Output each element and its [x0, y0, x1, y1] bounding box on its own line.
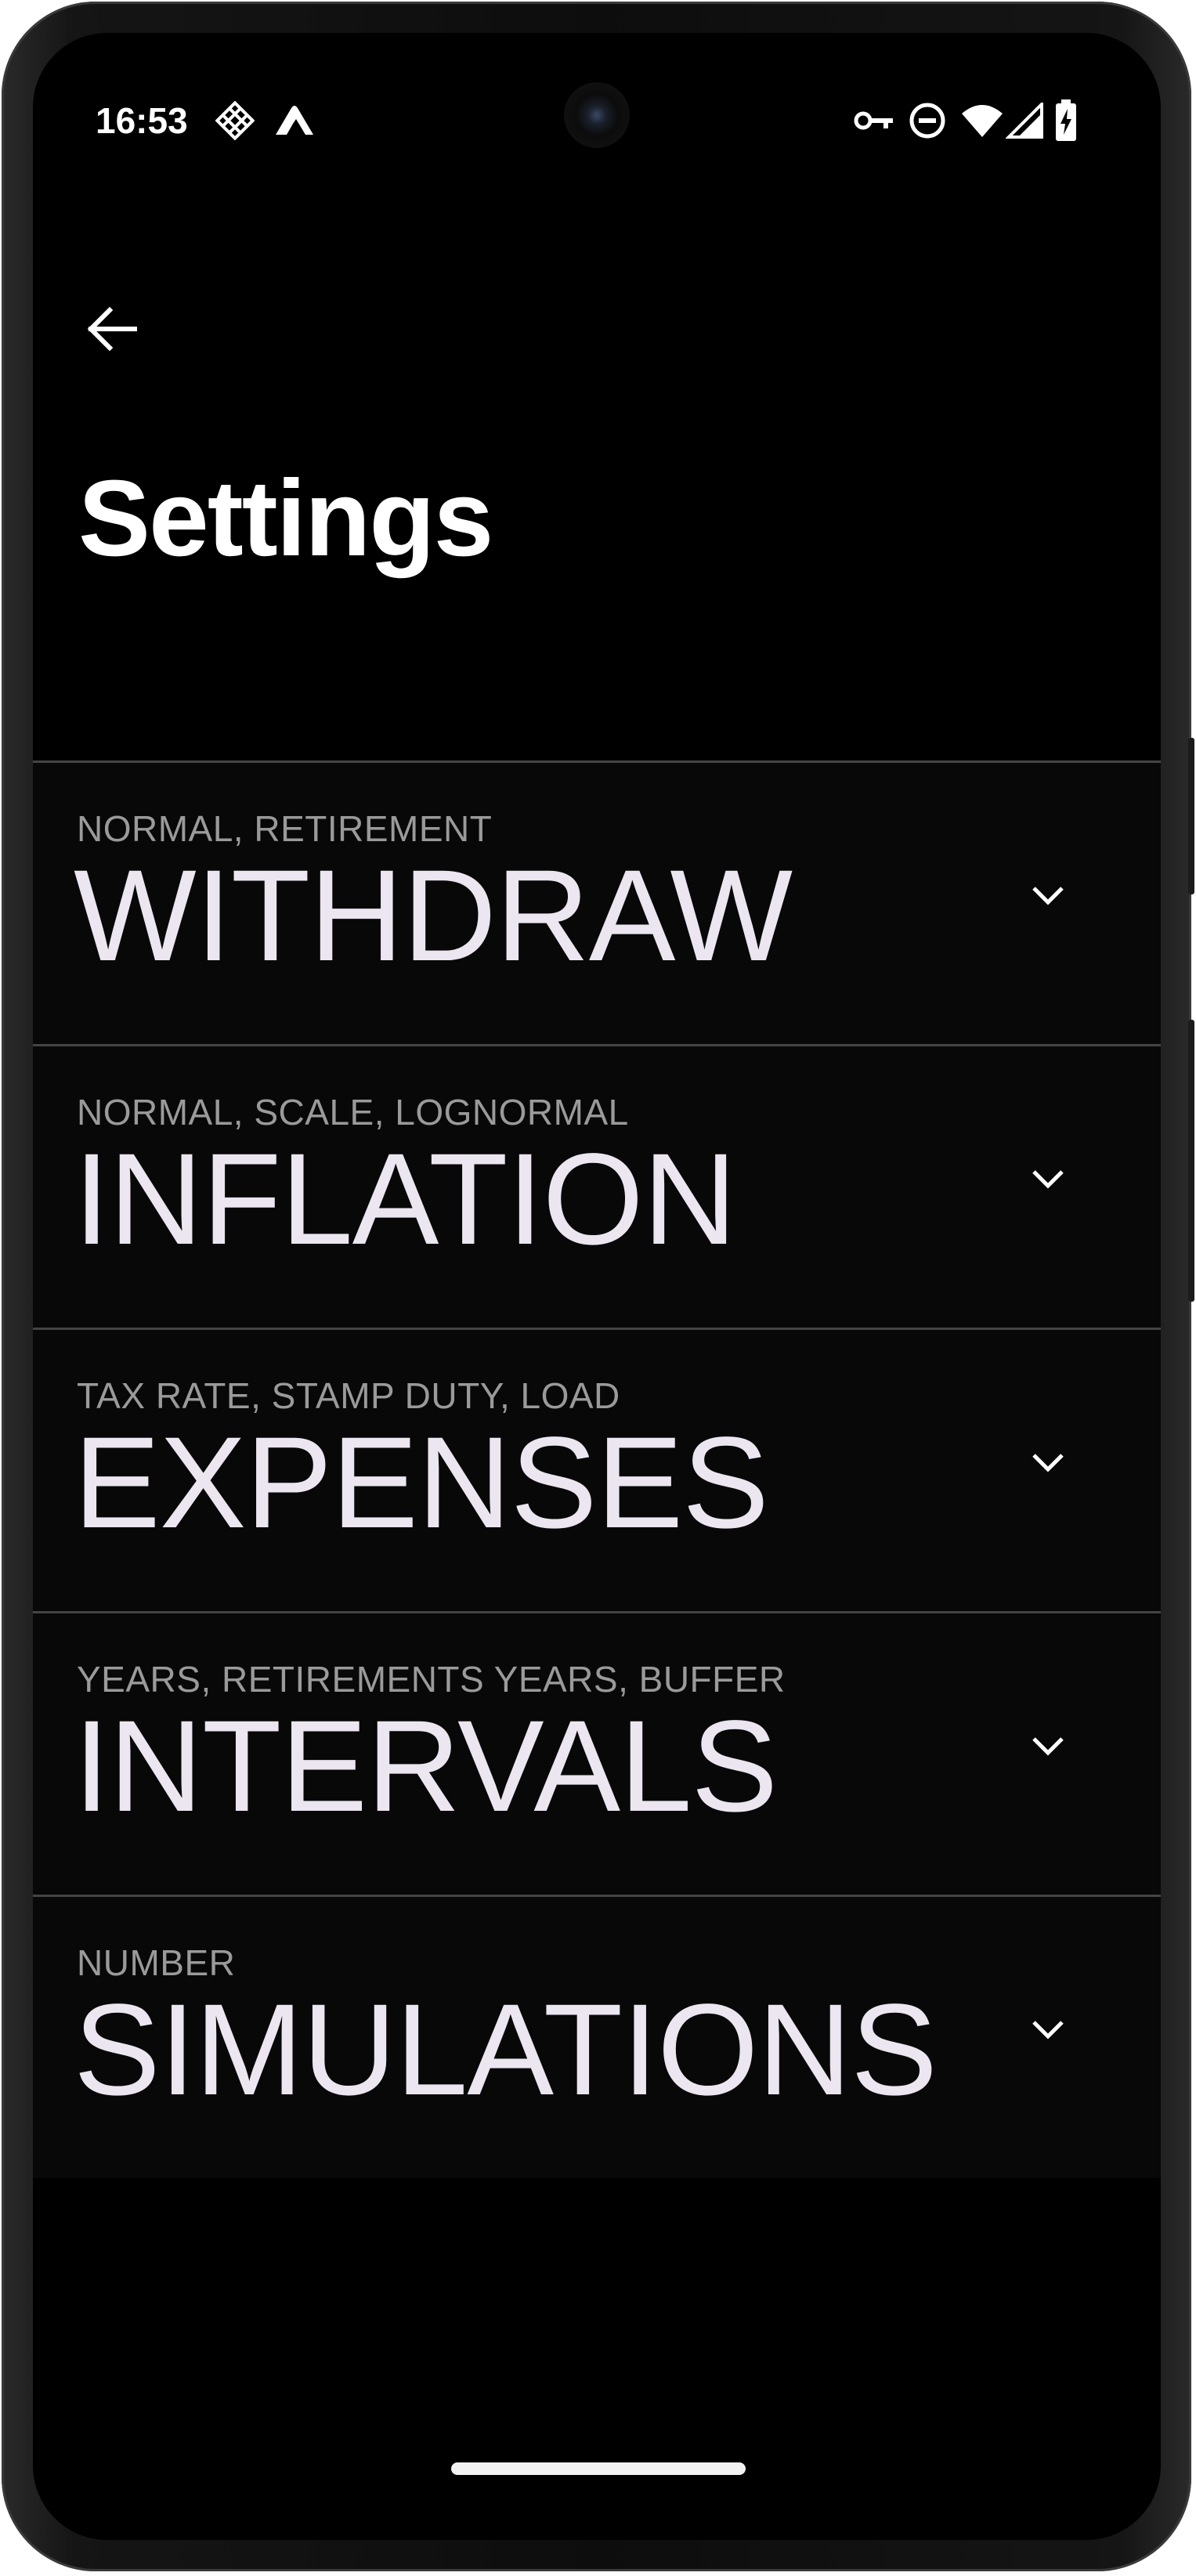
settings-list: NORMAL, RETIREMENT WITHDRAW NORMAL, SCAL… [33, 761, 1161, 2178]
chevron-down-icon[interactable] [1024, 1440, 1071, 1487]
settings-item-title: WITHDRAW [74, 844, 793, 988]
settings-item-subtitle: NUMBER [77, 1942, 236, 1983]
settings-item-withdraw[interactable]: NORMAL, RETIREMENT WITHDRAW [33, 761, 1161, 1044]
settings-item-title: INFLATION [74, 1127, 737, 1272]
battery-charging-icon [1046, 96, 1086, 146]
settings-item-inflation[interactable]: NORMAL, SCALE, LOGNORMAL INFLATION [33, 1044, 1161, 1328]
chevron-down-icon[interactable] [1024, 1723, 1071, 1770]
settings-item-subtitle: NORMAL, RETIREMENT [77, 808, 493, 849]
wifi-icon [959, 96, 1006, 146]
screen: 16:53 [33, 33, 1161, 2540]
front-camera [564, 82, 630, 148]
chevron-down-icon[interactable] [1024, 1156, 1071, 1203]
settings-item-intervals[interactable]: YEARS, RETIREMENTS YEARS, BUFFER INTERVA… [33, 1611, 1161, 1895]
settings-item-title: SIMULATIONS [74, 1978, 938, 2123]
volume-button [1188, 1020, 1194, 1302]
status-time: 16:53 [96, 100, 188, 141]
arrow-left-icon [83, 301, 139, 361]
home-indicator[interactable] [451, 2462, 746, 2475]
power-button [1188, 738, 1194, 894]
cell-signal-icon [1003, 96, 1046, 146]
page-title: Settings [78, 458, 493, 579]
chevron-down-icon[interactable] [1024, 2007, 1071, 2054]
network-diamond-icon [213, 96, 257, 146]
settings-item-subtitle: NORMAL, SCALE, LOGNORMAL [77, 1092, 629, 1133]
vpn-peak-icon [273, 96, 316, 146]
chevron-down-icon[interactable] [1024, 873, 1071, 919]
settings-item-title: INTERVALS [74, 1694, 778, 1839]
vpn-key-icon [852, 96, 896, 146]
status-bar: 16:53 [33, 33, 1161, 174]
do-not-disturb-icon [905, 96, 949, 146]
settings-item-subtitle: TAX RATE, STAMP DUTY, LOAD [77, 1375, 620, 1416]
settings-item-expenses[interactable]: TAX RATE, STAMP DUTY, LOAD EXPENSES [33, 1328, 1161, 1611]
back-button[interactable] [64, 284, 158, 378]
settings-item-simulations[interactable]: NUMBER SIMULATIONS [33, 1895, 1161, 2178]
settings-item-subtitle: YEARS, RETIREMENTS YEARS, BUFFER [77, 1659, 786, 1700]
settings-item-title: EXPENSES [74, 1411, 769, 1555]
